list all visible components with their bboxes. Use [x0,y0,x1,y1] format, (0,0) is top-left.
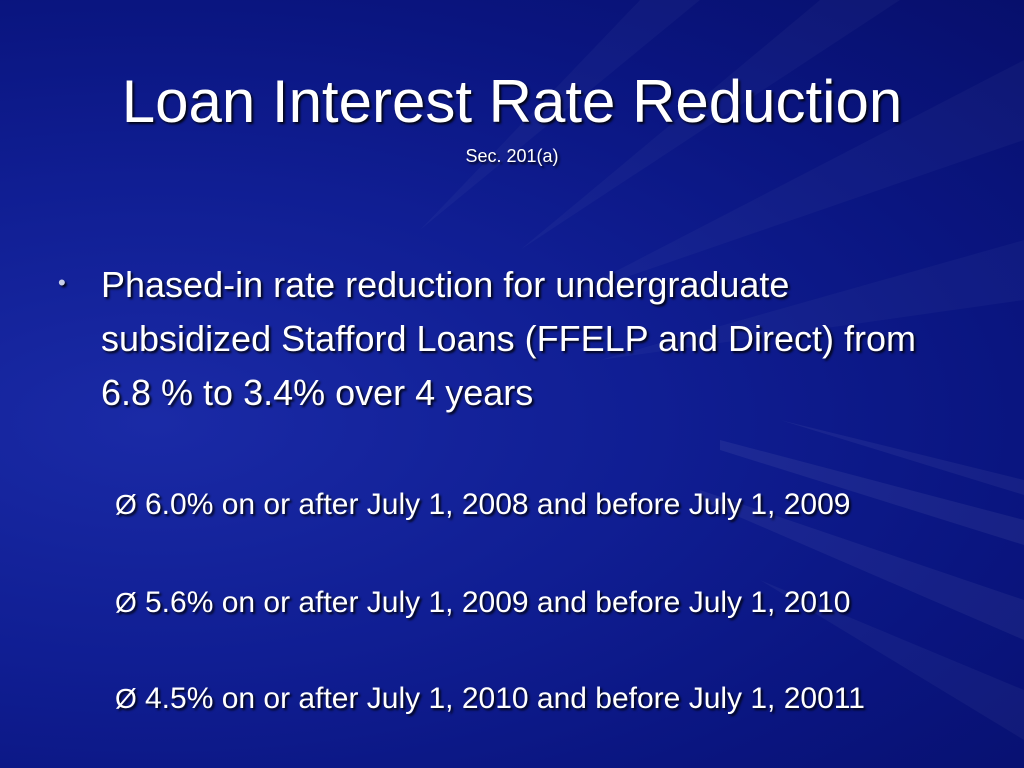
arrow-bullet-icon: Ø [115,587,137,618]
sub-bullet-3: Ø 4.5% on or after July 1, 2010 and befo… [115,678,935,720]
bullet-dot-icon: • [58,270,66,295]
main-bullet: • Phased-in rate reduction for undergrad… [58,258,938,420]
main-bullet-text: Phased-in rate reduction for undergradua… [101,264,917,413]
slide-subtitle: Sec. 201(a) [465,146,559,166]
arrow-bullet-icon: Ø [115,489,137,520]
sub-bullet-1: Ø 6.0% on or after July 1, 2008 and befo… [115,484,935,526]
sub-bullet-text: 4.5% on or after July 1, 2010 and before… [145,682,865,715]
slide-title: Loan Interest Rate Reduction [121,68,903,135]
sub-bullet-2: Ø 5.6% on or after July 1, 2009 and befo… [115,582,935,624]
sub-bullet-text: 5.6% on or after July 1, 2009 and before… [145,586,851,619]
arrow-bullet-icon: Ø [115,683,137,714]
sub-bullet-text: 6.0% on or after July 1, 2008 and before… [145,488,851,521]
